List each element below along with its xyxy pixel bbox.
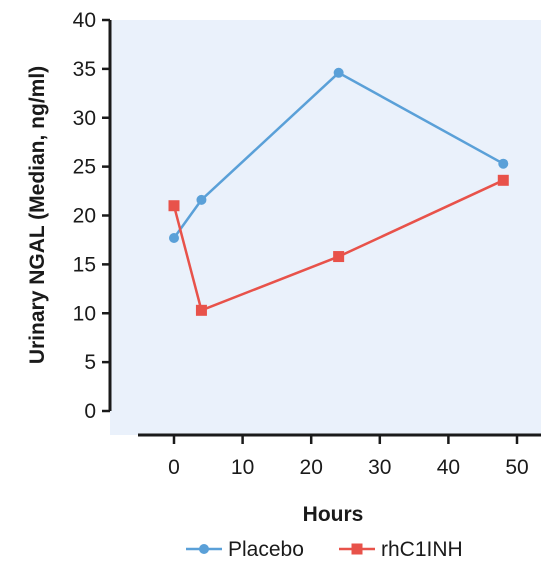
y-tick-label: 25 [73,156,96,179]
x-tick-label: 50 [505,456,528,479]
legend-item-rhc1inh: rhC1INH [339,538,463,561]
y-tick-label: 5 [84,351,96,374]
series-line-placebo [172,71,504,239]
legend: Placebo rhC1INH [186,538,463,561]
y-tick-label: 30 [73,107,96,130]
legend-circle-marker [199,544,209,554]
data-point-rhc1inh [195,304,207,316]
series-line-rhc1inh [172,179,504,312]
x-tick-label: 0 [168,456,180,479]
y-tick-label: 15 [73,253,96,276]
x-axis-title: Hours [303,503,364,526]
legend-label: Placebo [228,538,304,561]
data-point-rhc1inh [497,174,509,186]
x-tick-label: 40 [437,456,460,479]
data-point-placebo [333,67,344,78]
y-tick-label: 40 [73,9,96,32]
y-tick-label: 0 [84,400,96,423]
data-point-placebo [169,232,179,243]
y-tick-label: 35 [73,58,96,81]
x-tick-label: 20 [300,456,323,479]
x-tick-label: 10 [231,456,254,479]
data-point-placebo [196,194,207,205]
data-point-rhc1inh [168,200,180,212]
plot-background [110,20,541,435]
y-axis: 0 5 10 15 20 25 30 35 40 [73,9,112,423]
legend-item-placebo: Placebo [186,538,304,561]
data-point-rhc1inh [333,251,345,263]
x-tick-label: 30 [368,456,391,479]
data-point-placebo [498,158,509,169]
y-axis-title: Urinary NGAL (Median, ng/ml) [26,66,49,364]
legend-label: rhC1INH [381,538,463,561]
y-tick-label: 20 [73,205,96,228]
legend-square-marker [351,543,363,555]
series-lines [168,67,509,316]
y-tick-label: 10 [73,302,96,325]
x-axis: 0 10 20 30 40 50 [138,433,541,479]
